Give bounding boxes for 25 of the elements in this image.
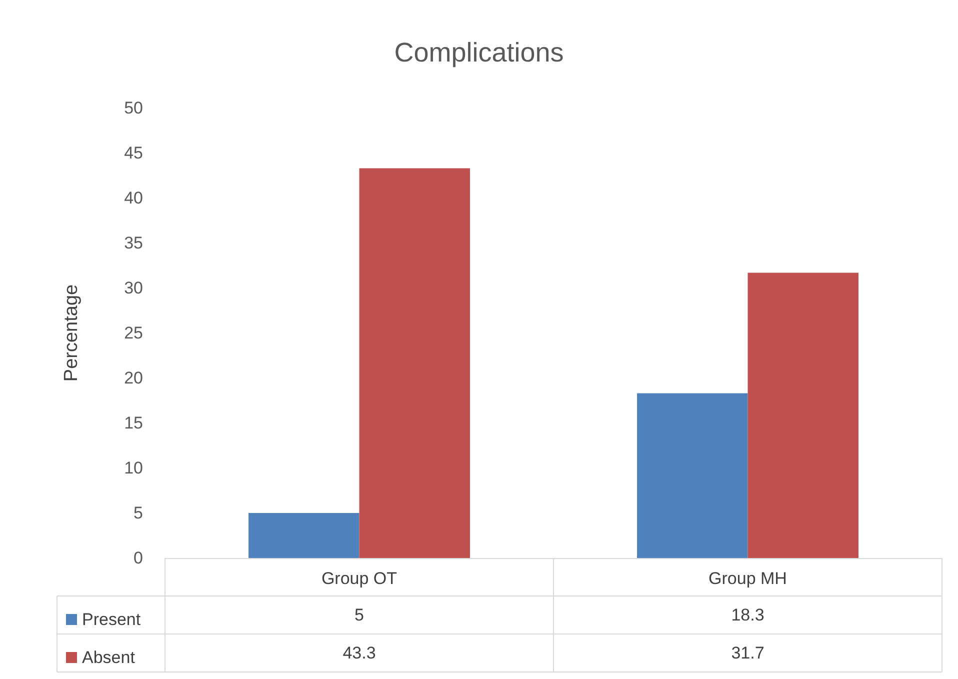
y-tick-label: 15	[124, 414, 143, 432]
y-tick-label: 20	[124, 368, 143, 388]
y-tick-label: 5	[134, 504, 143, 522]
chart-title: Complications	[394, 38, 564, 68]
bar	[637, 393, 748, 558]
y-tick-label: 30	[124, 278, 143, 298]
y-tick-label: 0	[134, 548, 143, 568]
y-axis-title: Percentage	[61, 284, 82, 382]
data-label: 5	[354, 606, 364, 624]
y-tick-label: 25	[124, 324, 143, 342]
y-tick-label: 50	[124, 98, 143, 118]
data-label: 31.7	[731, 644, 764, 662]
y-tick-label: 40	[124, 188, 143, 208]
y-tick-label: 10	[124, 458, 143, 478]
legend-label: Absent	[82, 648, 136, 667]
data-label: 43.3	[342, 644, 376, 662]
x-tick-label: Group MH	[708, 569, 787, 588]
x-tick-label: Group OT	[321, 569, 398, 588]
legend-label: Present	[82, 610, 141, 629]
data-label: 18.3	[731, 606, 764, 624]
bar	[248, 513, 360, 558]
bar	[359, 168, 470, 558]
y-tick-label: 35	[124, 234, 143, 252]
bar	[748, 272, 858, 558]
y-tick-label: 45	[124, 144, 143, 162]
